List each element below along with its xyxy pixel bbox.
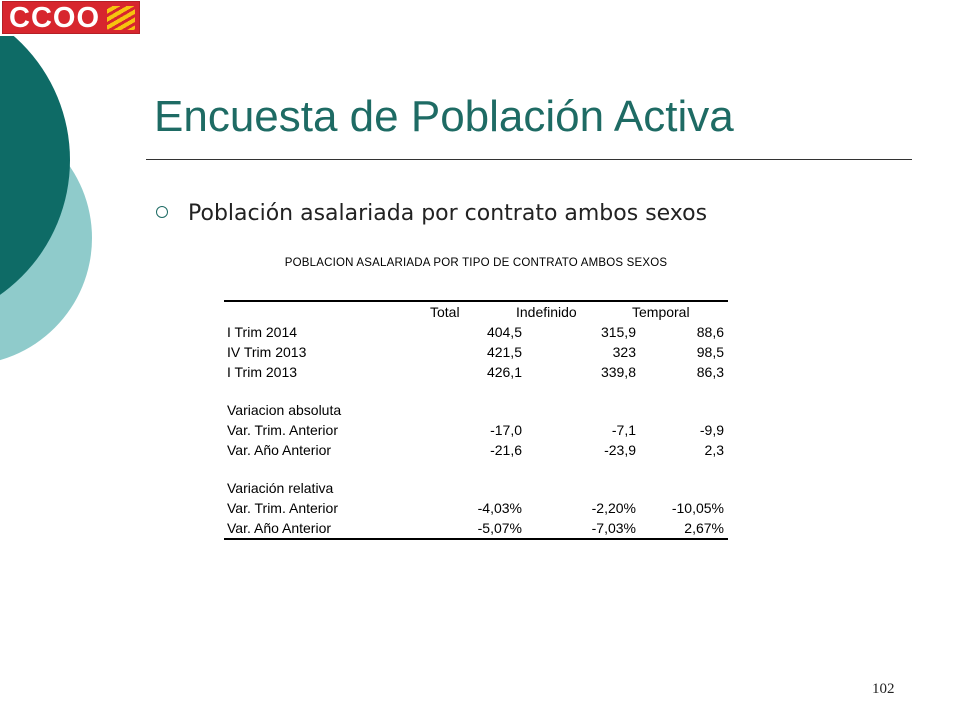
table-row: Var. Trim. Anterior -4,03% -2,20% -10,05… xyxy=(224,498,728,518)
decorative-circles xyxy=(0,25,92,361)
cell-temporal: 2,67% xyxy=(684,520,724,536)
cell-total: -5,07% xyxy=(477,520,522,536)
table-row: I Trim 2013 426,1 339,8 86,3 xyxy=(224,362,728,382)
row-label: I Trim 2014 xyxy=(227,324,298,340)
logo-badge: CCOO xyxy=(2,1,140,34)
section-title: Variación relativa xyxy=(227,480,334,496)
cell-temporal: 2,3 xyxy=(704,442,724,458)
logo-text: CCOO xyxy=(9,2,100,34)
column-header-temporal: Temporal xyxy=(632,304,690,320)
cell-temporal: 86,3 xyxy=(696,364,724,380)
table-row: I Trim 2014 404,5 315,9 88,6 xyxy=(224,322,728,342)
table-header-row: Total Indefinido Temporal xyxy=(224,302,728,322)
table-spacer xyxy=(224,460,728,478)
row-label: IV Trim 2013 xyxy=(227,344,307,360)
data-table: Total Indefinido Temporal I Trim 2014 40… xyxy=(224,300,728,540)
cell-temporal: 88,6 xyxy=(696,324,724,340)
bullet-text: Población asalariada por contrato ambos … xyxy=(188,201,708,226)
table-row: Var. Trim. Anterior -17,0 -7,1 -9,9 xyxy=(224,420,728,440)
page-number: 102 xyxy=(872,681,895,697)
row-label: Var. Año Anterior xyxy=(227,520,332,536)
table-spacer xyxy=(224,382,728,400)
cell-temporal: 98,5 xyxy=(696,344,724,360)
cell-total: -4,03% xyxy=(477,500,522,516)
cell-indefinido: -7,1 xyxy=(611,422,636,438)
row-label: Var. Trim. Anterior xyxy=(227,422,338,438)
cell-indefinido: -7,03% xyxy=(591,520,636,536)
cell-indefinido: -23,9 xyxy=(604,442,636,458)
row-label: Var. Año Anterior xyxy=(227,442,332,458)
section-title-row: Variación relativa xyxy=(224,478,728,498)
bullet-item: Población asalariada por contrato ambos … xyxy=(156,201,707,229)
row-label: Var. Trim. Anterior xyxy=(227,500,338,516)
cell-temporal: -9,9 xyxy=(699,422,724,438)
table-row: IV Trim 2013 421,5 323 98,5 xyxy=(224,342,728,362)
circle-bullet-icon xyxy=(156,206,168,218)
row-label: I Trim 2013 xyxy=(227,364,298,380)
cell-indefinido: -2,20% xyxy=(591,500,636,516)
page-title: Encuesta de Población Activa xyxy=(154,92,734,141)
cell-total: 421,5 xyxy=(486,344,522,360)
table-row: Var. Año Anterior -5,07% -7,03% 2,67% xyxy=(224,518,728,538)
table-title: POBLACION ASALARIADA POR TIPO DE CONTRAT… xyxy=(284,257,668,269)
column-header-total: Total xyxy=(430,304,460,320)
column-header-indefinido: Indefinido xyxy=(516,304,577,320)
cell-indefinido: 323 xyxy=(612,344,636,360)
cell-total: -21,6 xyxy=(490,442,522,458)
cell-indefinido: 315,9 xyxy=(600,324,636,340)
dark-teal-circle xyxy=(0,25,70,295)
cell-total: 426,1 xyxy=(486,364,522,380)
table-row: Var. Año Anterior -21,6 -23,9 2,3 xyxy=(224,440,728,460)
cell-total: 404,5 xyxy=(486,324,522,340)
aragon-flag-icon xyxy=(107,6,135,30)
title-divider xyxy=(146,159,912,160)
section-title-row: Variacion absoluta xyxy=(224,400,728,420)
cell-indefinido: 339,8 xyxy=(600,364,636,380)
cell-temporal: -10,05% xyxy=(671,500,724,516)
section-title: Variacion absoluta xyxy=(227,402,342,418)
ccoo-logo: CCOO xyxy=(0,0,142,36)
cell-total: -17,0 xyxy=(490,422,522,438)
